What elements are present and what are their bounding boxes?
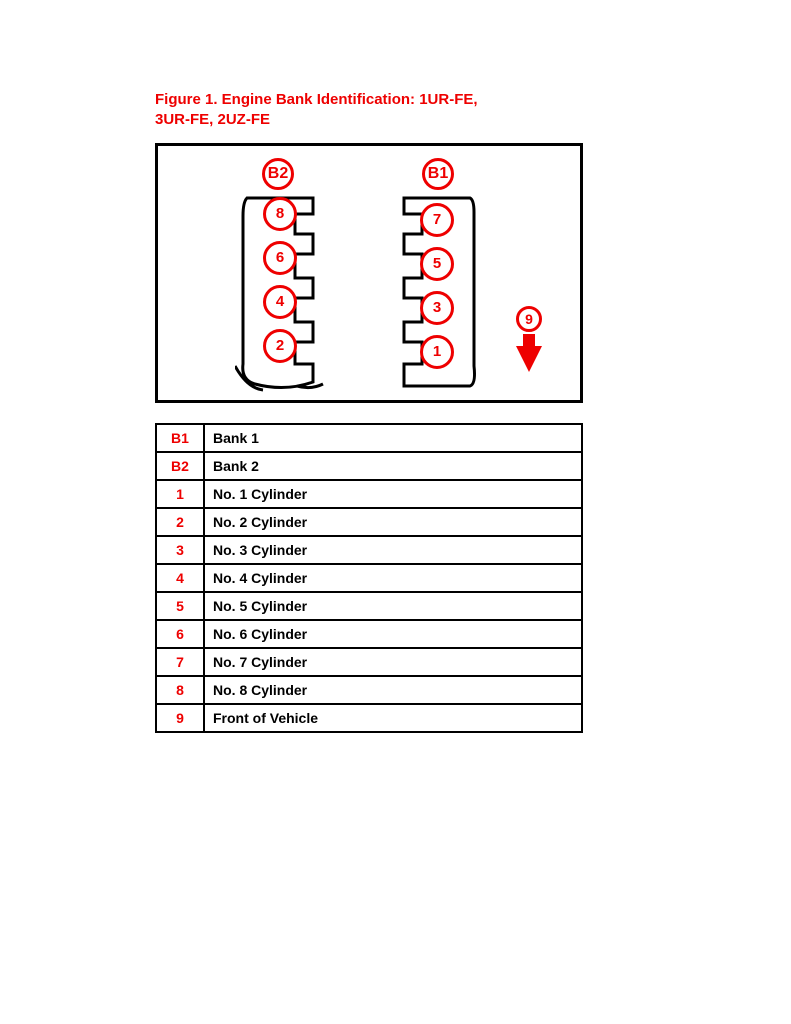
legend-key: 6 xyxy=(156,620,204,648)
engine-block-bank1: 7 5 3 1 xyxy=(392,196,482,392)
legend-key: 9 xyxy=(156,704,204,732)
legend-table: B1Bank 1B2Bank 21No. 1 Cylinder2No. 2 Cy… xyxy=(155,423,583,733)
cylinder-7: 7 xyxy=(420,203,454,237)
cylinder-5: 5 xyxy=(420,247,454,281)
arrow-down-icon xyxy=(516,346,542,372)
table-row: 3No. 3 Cylinder xyxy=(156,536,582,564)
table-row: B1Bank 1 xyxy=(156,424,582,452)
table-row: 4No. 4 Cylinder xyxy=(156,564,582,592)
legend-value: No. 1 Cylinder xyxy=(204,480,582,508)
legend-value: No. 3 Cylinder xyxy=(204,536,582,564)
legend-value: Bank 1 xyxy=(204,424,582,452)
cylinder-4: 4 xyxy=(263,285,297,319)
table-row: 7No. 7 Cylinder xyxy=(156,648,582,676)
figure-title: Figure 1. Engine Bank Identification: 1U… xyxy=(155,90,515,131)
table-row: B2Bank 2 xyxy=(156,452,582,480)
cylinder-1: 1 xyxy=(420,335,454,369)
legend-key: 1 xyxy=(156,480,204,508)
legend-key: 5 xyxy=(156,592,204,620)
cylinder-8: 8 xyxy=(263,197,297,231)
legend-key: 2 xyxy=(156,508,204,536)
table-row: 1No. 1 Cylinder xyxy=(156,480,582,508)
legend-key: 7 xyxy=(156,648,204,676)
legend-value: No. 2 Cylinder xyxy=(204,508,582,536)
marker-label: 9 xyxy=(516,306,542,332)
table-row: 9Front of Vehicle xyxy=(156,704,582,732)
legend-value: No. 8 Cylinder xyxy=(204,676,582,704)
front-of-vehicle-marker: 9 xyxy=(516,306,542,372)
cylinder-3: 3 xyxy=(420,291,454,325)
legend-value: Front of Vehicle xyxy=(204,704,582,732)
table-row: 8No. 8 Cylinder xyxy=(156,676,582,704)
legend-key: 4 xyxy=(156,564,204,592)
legend-value: No. 7 Cylinder xyxy=(204,648,582,676)
legend-key: B1 xyxy=(156,424,204,452)
table-row: 2No. 2 Cylinder xyxy=(156,508,582,536)
legend-key: 8 xyxy=(156,676,204,704)
engine-block-bank2: 8 6 4 2 xyxy=(235,196,325,392)
legend-key: B2 xyxy=(156,452,204,480)
table-row: 6No. 6 Cylinder xyxy=(156,620,582,648)
legend-key: 3 xyxy=(156,536,204,564)
legend-value: Bank 2 xyxy=(204,452,582,480)
table-row: 5No. 5 Cylinder xyxy=(156,592,582,620)
bank-label-b1: B1 xyxy=(422,158,454,190)
legend-value: No. 6 Cylinder xyxy=(204,620,582,648)
engine-diagram: B2 B1 8 6 4 2 7 5 3 1 9 xyxy=(155,143,583,403)
cylinder-2: 2 xyxy=(263,329,297,363)
legend-value: No. 5 Cylinder xyxy=(204,592,582,620)
cylinder-6: 6 xyxy=(263,241,297,275)
bank-label-b2: B2 xyxy=(262,158,294,190)
legend-value: No. 4 Cylinder xyxy=(204,564,582,592)
